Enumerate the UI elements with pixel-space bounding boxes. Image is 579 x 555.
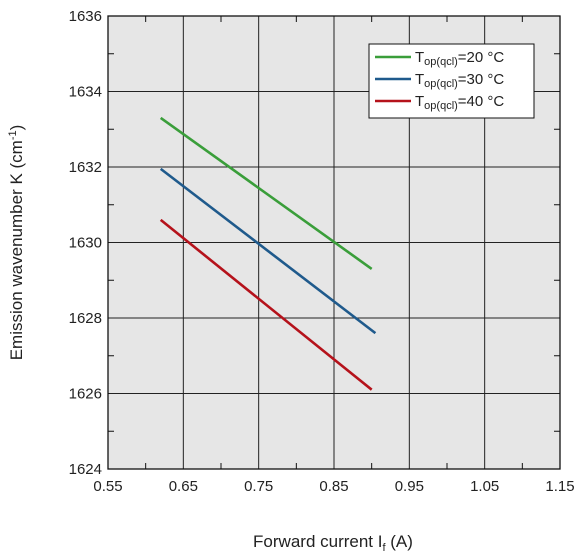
y-tick-label: 1624 xyxy=(69,461,102,478)
x-tick-labels: 0.55 0.65 0.75 0.85 0.95 1.05 1.15 xyxy=(93,478,574,495)
x-tick-label: 0.75 xyxy=(244,478,273,495)
y-tick-label: 1634 xyxy=(69,84,102,101)
y-tick-label: 1626 xyxy=(69,386,102,403)
series-line-1 xyxy=(159,116,373,270)
x-axis-title: Forward current If (A) xyxy=(253,532,413,554)
x-tick-label: 1.05 xyxy=(470,478,499,495)
y-tick-labels: 1624 1626 1628 1630 1632 1634 1636 xyxy=(69,8,102,478)
x-tick-label: 0.55 xyxy=(93,478,122,495)
minor-ticks xyxy=(108,16,560,469)
x-tick-label: 0.65 xyxy=(169,478,198,495)
series-layer xyxy=(159,116,377,391)
y-tick-label: 1636 xyxy=(69,8,102,25)
y-tick-label: 1630 xyxy=(69,235,102,252)
legend: Top(qcl)=20 °C Top(qcl)=30 °C Top(qcl)=40 … xyxy=(368,43,535,119)
y-axis-title-sup: -1 xyxy=(7,130,19,140)
series-line-3 xyxy=(159,218,373,391)
y-axis-title-tail: ) xyxy=(7,125,26,131)
x-axis-title-main: Forward current I xyxy=(253,532,382,551)
x-axis-title-sub: f xyxy=(382,542,386,554)
y-tick-label: 1632 xyxy=(69,159,102,176)
y-axis-title: Emission wavenumber K (cm-1) xyxy=(7,125,26,361)
y-tick-label: 1628 xyxy=(69,310,102,327)
y-axis-title-main: Emission wavenumber K (cm xyxy=(7,140,26,360)
legend-label-2: Top(qcl)=30 °C xyxy=(415,71,504,90)
legend-box xyxy=(368,43,535,119)
legend-label-1: Top(qcl)=20 °C xyxy=(415,49,504,68)
x-tick-label: 0.95 xyxy=(395,478,424,495)
series-line-2 xyxy=(159,167,377,335)
plot-frame xyxy=(107,15,561,470)
x-axis-title-tail: (A) xyxy=(386,532,413,551)
legend-label-3: Top(qcl)=40 °C xyxy=(415,93,504,112)
x-tick-label: 1.15 xyxy=(545,478,574,495)
x-tick-label: 0.85 xyxy=(319,478,348,495)
